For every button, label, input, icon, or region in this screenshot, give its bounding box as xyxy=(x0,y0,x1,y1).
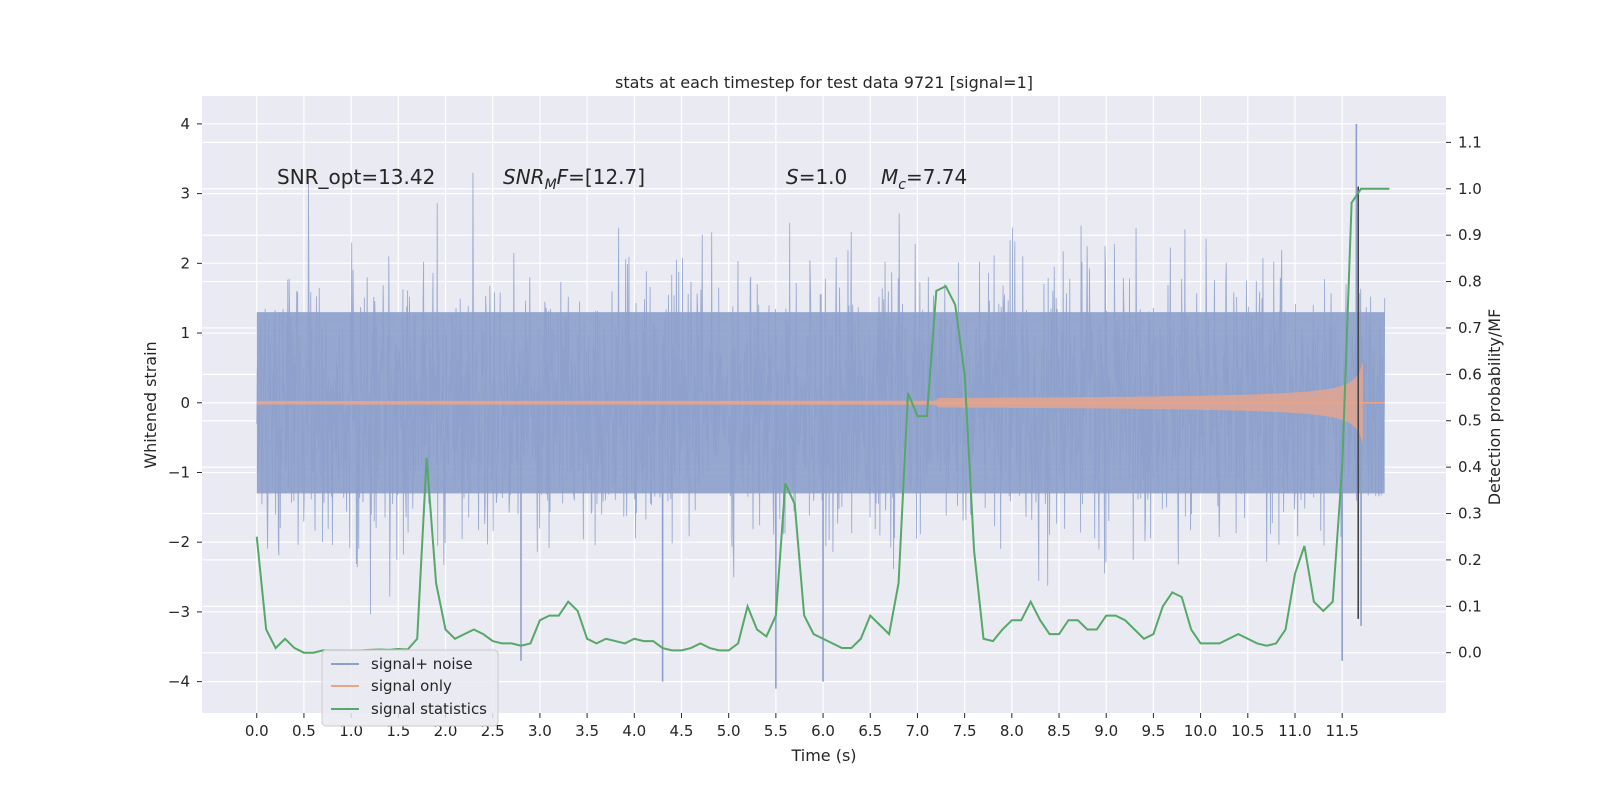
y2-tick-label: 0.9 xyxy=(1458,226,1482,244)
mc-italic: M xyxy=(881,165,898,189)
y2-tick-label: 0.6 xyxy=(1458,365,1482,383)
x-tick-label: 7.5 xyxy=(953,722,977,740)
y2-tick-label: 0.5 xyxy=(1458,412,1482,430)
y-tick-label: 0 xyxy=(180,394,190,412)
y-tick-label: −4 xyxy=(168,673,190,691)
x-tick-label: 8.0 xyxy=(1000,722,1024,740)
x-tick-label: 0.5 xyxy=(292,722,316,740)
legend: signal+ noise signal only signal statist… xyxy=(321,649,499,727)
annotation-snr-opt: SNR_opt=13.42 xyxy=(277,165,435,189)
y-tick-labels: 4 3 2 1 0 −1 −2 −3 −4 xyxy=(168,115,202,691)
annotation-mc: Mc=7.74 xyxy=(881,165,967,193)
legend-label-stats: signal statistics xyxy=(371,700,487,718)
chart-title: stats at each timestep for test data 972… xyxy=(615,73,1033,92)
y-tick-label: 1 xyxy=(180,324,190,342)
x-tick-label: 6.0 xyxy=(811,722,835,740)
x-tick-label: 8.5 xyxy=(1047,722,1071,740)
x-tick-label: 4.0 xyxy=(622,722,646,740)
signal-only-series xyxy=(256,186,1385,619)
legend-label-noise: signal+ noise xyxy=(371,655,473,673)
x-tick-label: 11.0 xyxy=(1278,722,1311,740)
y2-tick-label: 0.3 xyxy=(1458,505,1482,523)
x-tick-label: 3.0 xyxy=(528,722,552,740)
y2-tick-label: 0.7 xyxy=(1458,319,1482,337)
x-tick-label: 5.5 xyxy=(764,722,788,740)
snr-mf-value: =[12.7] xyxy=(568,165,645,189)
y-axis-label: Whitened strain xyxy=(141,341,160,468)
signal-statistics-line xyxy=(255,187,1390,654)
y-tick-label: 3 xyxy=(180,185,190,203)
x-tick-label: 6.5 xyxy=(858,722,882,740)
x-tick-label: 11.5 xyxy=(1325,722,1358,740)
y2-tick-label: 1.1 xyxy=(1458,133,1482,151)
x-tick-label: 0.0 xyxy=(245,722,269,740)
y-tick-label: 4 xyxy=(180,115,190,133)
x-tick-label: 9.0 xyxy=(1094,722,1118,740)
snr-mf-subscript: M xyxy=(545,177,557,193)
y2-tick-label: 0.2 xyxy=(1458,551,1482,569)
x-tick-label: 9.5 xyxy=(1141,722,1165,740)
y-tick-label: −1 xyxy=(168,463,190,481)
y2-tick-label: 0.4 xyxy=(1458,458,1482,476)
signal-statistics-series xyxy=(255,187,1390,654)
y-tick-label: −2 xyxy=(168,533,190,551)
legend-box xyxy=(321,649,499,727)
annotation-s: S=1.0 xyxy=(786,165,847,189)
x-axis-label: Time (s) xyxy=(790,746,856,765)
y2-tick-label: 0.1 xyxy=(1458,597,1482,615)
x-tick-label: 7.0 xyxy=(906,722,930,740)
mc-subscript: c xyxy=(898,177,906,193)
legend-label-signal: signal only xyxy=(371,677,452,695)
snr-mf-italic: SNR xyxy=(503,165,545,189)
s-italic: S xyxy=(786,165,799,189)
x-tick-label: 5.0 xyxy=(717,722,741,740)
y-tick-label: −3 xyxy=(168,603,190,621)
mc-value: =7.74 xyxy=(906,165,967,189)
y2-tick-label: 0.0 xyxy=(1458,644,1482,662)
y2-tick-label: 0.8 xyxy=(1458,273,1482,291)
x-tick-label: 4.5 xyxy=(670,722,694,740)
x-tick-label: 3.5 xyxy=(575,722,599,740)
s-value: =1.0 xyxy=(799,165,848,189)
y2-tick-labels: 1.1 1.0 0.9 0.8 0.7 0.6 0.5 0.4 0.3 0.2 0.1 0.0 xyxy=(1446,133,1482,662)
x-tick-label: 10.5 xyxy=(1231,722,1264,740)
annotation-snr-mf: SNRMF=[12.7] xyxy=(503,165,645,193)
snr-mf-italic-f: F xyxy=(557,165,569,189)
x-tick-label: 10.0 xyxy=(1184,722,1217,740)
y2-tick-label: 1.0 xyxy=(1458,180,1482,198)
y2-axis-label: Detection probability/MF xyxy=(1485,309,1504,506)
y-tick-label: 2 xyxy=(180,254,190,272)
